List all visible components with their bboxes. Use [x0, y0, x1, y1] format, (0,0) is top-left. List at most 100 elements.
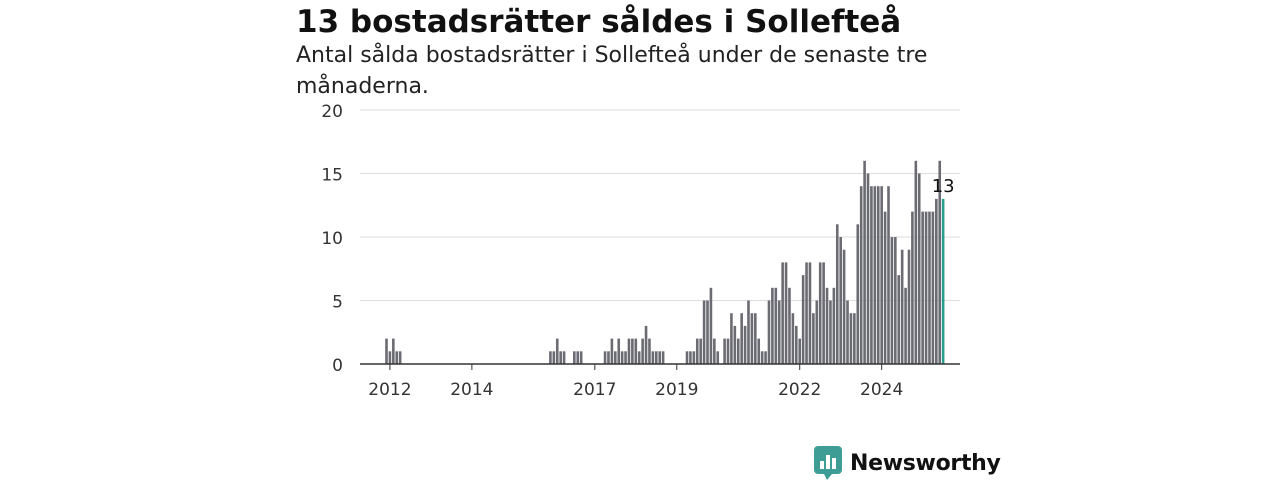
chart-title: 13 bostadsrätter såldes i Sollefteå: [296, 4, 902, 40]
bar: [863, 160, 866, 364]
bar: [846, 300, 849, 364]
bar: [853, 313, 856, 364]
bar: [931, 211, 935, 364]
x-tick-label: 2017: [573, 380, 616, 400]
bar: [685, 351, 689, 364]
bar: [392, 338, 395, 364]
bar: [614, 351, 617, 364]
chart-bars: [385, 160, 945, 364]
highlight-value-label: 13: [932, 176, 955, 197]
bar: [760, 351, 764, 364]
y-tick-label: 10: [321, 229, 343, 249]
bar: [654, 351, 658, 364]
bar: [388, 351, 392, 364]
bar: [651, 351, 655, 364]
bar: [740, 313, 743, 364]
bar: [928, 211, 931, 364]
newsworthy-logo: Newsworthy: [814, 446, 1001, 480]
bar: [808, 262, 812, 364]
bar: [897, 275, 901, 364]
chart-gridlines: [360, 109, 960, 301]
x-tick-label: 2014: [450, 380, 493, 400]
bar: [914, 160, 918, 364]
bar: [562, 351, 566, 364]
bar: [699, 338, 702, 364]
bar: [617, 338, 621, 364]
x-tick-label: 2022: [778, 380, 821, 400]
bar: [552, 351, 556, 364]
bar: [607, 351, 610, 364]
bar: [825, 287, 829, 364]
bar: [743, 325, 747, 364]
bar: [935, 198, 938, 364]
bar: [781, 262, 784, 364]
bar: [842, 249, 846, 364]
y-tick-label: 5: [332, 293, 343, 313]
bar: [795, 325, 798, 364]
bar: [706, 300, 709, 364]
bar: [757, 338, 761, 364]
bar: [849, 313, 853, 364]
x-tick-label: 2019: [655, 380, 698, 400]
bar: [631, 338, 634, 364]
bar: [702, 300, 706, 364]
bar: [887, 186, 890, 364]
bar: [938, 160, 942, 364]
bar: [661, 351, 665, 364]
bar: [791, 313, 795, 364]
bar: [788, 287, 791, 364]
bar: [634, 338, 638, 364]
bar: [921, 211, 924, 364]
bar: [603, 351, 607, 364]
bar: [733, 325, 737, 364]
bar: [555, 338, 559, 364]
x-axis-ticks: 2012 2014 2017 2019 2022 2024: [368, 364, 903, 400]
bar: [832, 287, 836, 364]
bar: [576, 351, 580, 364]
bar: [549, 351, 552, 364]
x-tick-label: 2012: [368, 380, 411, 400]
bar: [610, 338, 614, 364]
y-axis-ticks: 0 5 10 15 20: [321, 102, 343, 376]
bar: [890, 237, 894, 364]
bar: [815, 300, 819, 364]
bar: [876, 186, 880, 364]
bar: [730, 313, 733, 364]
bar: [774, 287, 778, 364]
bar: [716, 351, 720, 364]
bar: [398, 351, 402, 364]
bar: [822, 262, 825, 364]
bar: [917, 173, 921, 364]
logo-text: Newsworthy: [850, 450, 1001, 476]
bar: [777, 300, 781, 364]
y-tick-label: 20: [321, 102, 343, 122]
bar: [620, 351, 624, 364]
bar: [859, 186, 863, 364]
bar: [644, 325, 648, 364]
bar: [658, 351, 661, 364]
bar: [689, 351, 692, 364]
bar: [726, 338, 730, 364]
bar-highlight: [941, 198, 945, 364]
bar: [835, 224, 839, 364]
bar: [801, 275, 805, 364]
bar: [784, 262, 788, 364]
bar: [579, 351, 583, 364]
bar: [764, 351, 767, 364]
bar: [866, 173, 870, 364]
bar: [911, 211, 914, 364]
chart-subtitle: Antal sålda bostadsrätter i Sollefteå un…: [296, 43, 928, 99]
bar: [713, 338, 716, 364]
bar: [624, 351, 627, 364]
bar: [754, 313, 757, 364]
bar: [767, 300, 771, 364]
bar: [559, 351, 562, 364]
bar: [873, 186, 877, 364]
bar: [395, 351, 399, 364]
bar: [736, 338, 740, 364]
bar: [771, 287, 774, 364]
bar: [648, 338, 651, 364]
bar: [904, 287, 907, 364]
bar: [692, 351, 696, 364]
